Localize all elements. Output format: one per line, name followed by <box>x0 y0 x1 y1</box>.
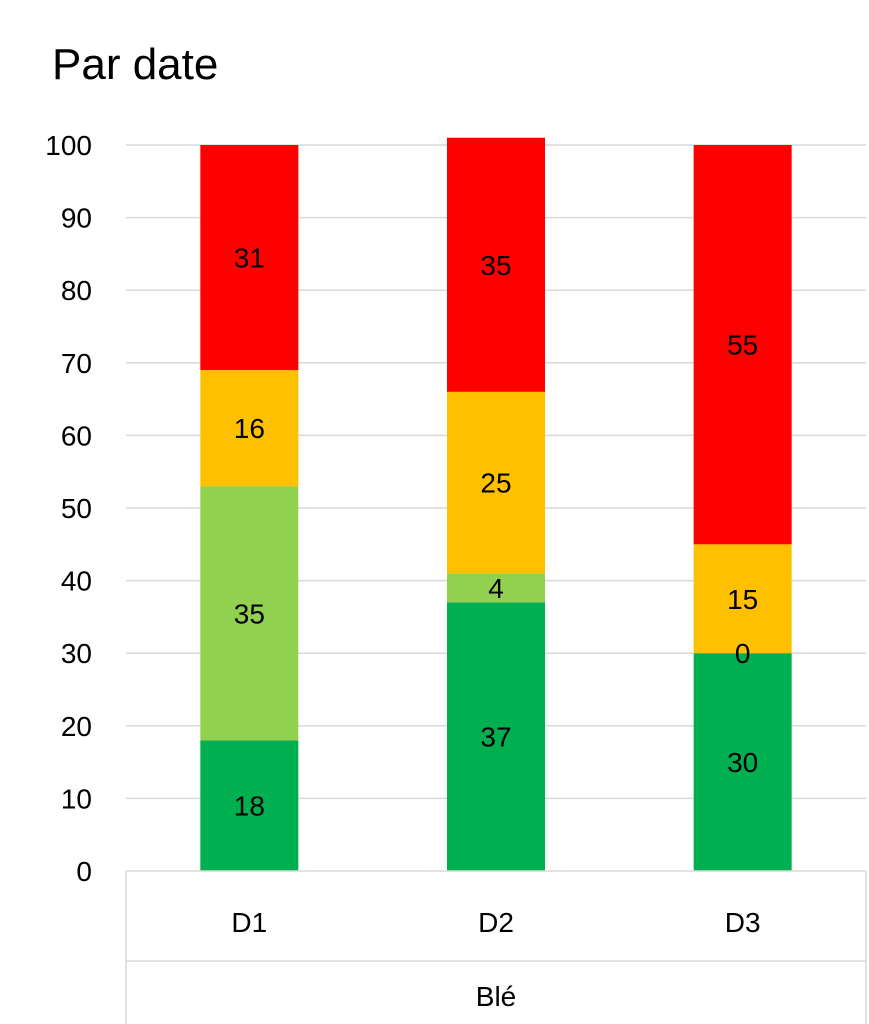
x-tick-label: D2 <box>478 907 514 938</box>
y-tick-label: 60 <box>61 420 92 451</box>
bar-segment <box>200 145 299 371</box>
data-label: 55 <box>727 330 758 361</box>
data-label: 35 <box>480 250 511 281</box>
y-tick-label: 100 <box>45 130 92 161</box>
y-tick-label: 50 <box>61 493 92 524</box>
data-label: 25 <box>480 468 511 499</box>
bar-segment <box>200 370 299 487</box>
y-tick-label: 70 <box>61 348 92 379</box>
bar-segment <box>200 486 299 741</box>
data-label: 15 <box>727 584 758 615</box>
y-tick-label: 80 <box>61 275 92 306</box>
data-label: 16 <box>234 413 265 444</box>
x-tick-label: D3 <box>725 907 761 938</box>
y-tick-label: 30 <box>61 638 92 669</box>
chart-title: Par date <box>52 40 219 89</box>
bar-segment <box>693 544 792 654</box>
y-tick-label: 20 <box>61 711 92 742</box>
data-label: 35 <box>234 598 265 629</box>
bar-segment <box>693 145 792 545</box>
y-axis-ticks: 0 10 20 30 40 50 60 70 80 90 100 <box>45 130 92 887</box>
bar-segment <box>200 740 299 871</box>
x-axis: D1 D2 D3 Blé <box>125 870 867 1024</box>
y-tick-label: 10 <box>61 783 92 814</box>
data-labels: 18 35 16 31 37 4 25 35 30 0 15 55 <box>234 243 758 822</box>
bars <box>200 137 792 871</box>
data-label: 37 <box>480 722 511 753</box>
x-tick-label: D1 <box>231 907 267 938</box>
x-group-label: Blé <box>476 981 516 1012</box>
bar-segment <box>447 391 545 574</box>
bar-segment <box>447 137 545 392</box>
data-label: 31 <box>234 243 265 274</box>
data-label: 4 <box>488 573 504 604</box>
data-label: 0 <box>735 638 751 669</box>
bar-segment <box>447 573 545 603</box>
data-label: 18 <box>234 791 265 822</box>
y-tick-label: 40 <box>61 566 92 597</box>
data-label: 30 <box>727 747 758 778</box>
bar-segment <box>693 653 792 871</box>
bar-segment <box>447 602 545 871</box>
y-tick-label: 0 <box>76 856 92 887</box>
y-tick-label: 90 <box>61 203 92 234</box>
